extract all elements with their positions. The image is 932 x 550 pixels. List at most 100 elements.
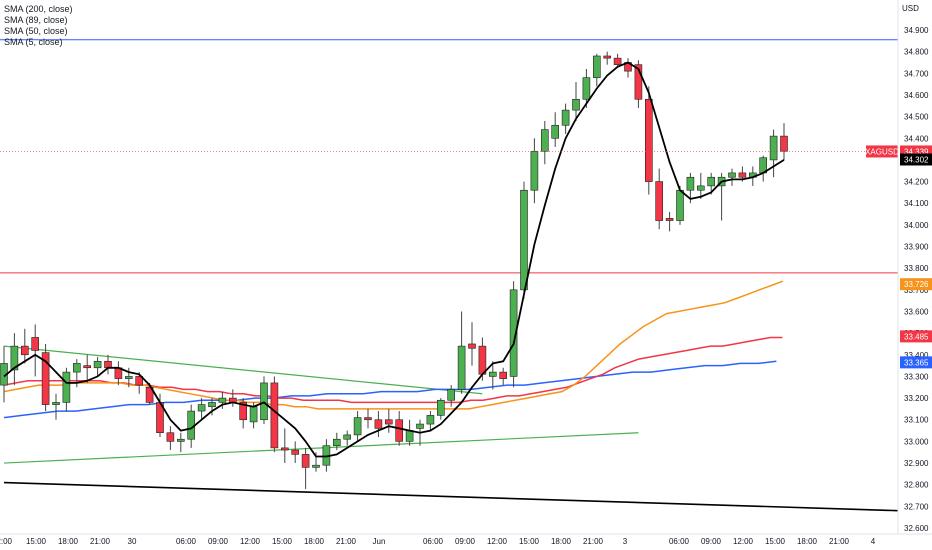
candle-body [780,135,788,152]
candle-body [93,360,102,369]
time-tick-label: 18:00 [304,537,325,546]
price-tick-label: 34.600 [904,91,929,100]
plot-area[interactable]: XAGUSD [0,39,899,512]
price-axis-tag-label: 34.302 [904,155,929,164]
price-axis-tag [900,278,932,291]
candle-body [488,371,497,377]
time-tick-label: 06:00 [176,537,197,546]
price-tick-label: 34.800 [904,48,929,57]
candle-body [613,57,622,65]
trend-line [3,345,483,395]
price-tick-label: 33.600 [904,307,929,316]
candle-body [769,135,778,161]
price-tick-label: 32.800 [904,481,929,490]
candle-body [592,55,601,78]
time-tick-label: 15:00 [272,537,293,546]
candle-body [551,124,560,139]
price-axis[interactable]: 34.900 34.800 34.700 34.600 34.500 34.400 34.3… [897,0,932,534]
price-tick-label: 34.700 [904,69,929,78]
time-tick-label: 12:00 [487,537,508,546]
time-tick-label: 15:00 [519,537,540,546]
price-axis-tag [900,330,932,343]
candle-body [405,430,414,442]
time-tick-label: 18:00 [58,537,79,546]
sma-200-line [3,360,777,419]
price-tick-label: 33.900 [904,243,929,252]
candle-body [426,415,435,425]
candle-body [374,419,383,429]
time-tick-label: 12:00 [733,537,754,546]
time-tick-label: 21:00 [336,537,357,546]
price-tick-label: 32.900 [904,459,929,468]
candle-body [62,371,71,403]
candle-body [177,438,185,442]
candle-body [52,402,60,405]
candle-body [603,55,612,59]
time-tick-label: 15:00 [26,537,47,546]
legend-sma-89[interactable]: SMA (89, close) [4,15,68,25]
time-tick-label: 21:00 [90,537,111,546]
candle-body [634,64,643,100]
candle-body [145,386,154,403]
time-tick-label: 09:00 [455,537,476,546]
candle-body [291,449,300,455]
candle-body [125,376,133,379]
currency-label[interactable]: USD [902,4,919,13]
price-axis-tag-label: 33.485 [904,332,929,341]
time-tick-label: 18:00 [551,537,572,546]
time-tick-label: 21:00 [829,537,850,546]
candle-body [520,189,528,291]
candle-body [312,464,320,468]
sma-5-line [3,61,785,458]
candle-body [395,419,404,442]
candle-body [644,98,653,182]
time-tick-label: 09:00 [701,537,722,546]
price-tick-label: 34.000 [904,221,929,230]
price-tick-label: 34.900 [904,26,929,35]
indicator-legend: SMA (200, close) SMA (89, close) SMA (50… [4,4,73,48]
sma-50-line [3,280,784,410]
trend-line [3,481,899,512]
candle-body [31,337,40,351]
candle-body [561,109,570,126]
candle-body [436,399,445,416]
candle-body [280,447,289,451]
candle-body [499,371,508,379]
candle-body [478,345,487,375]
candle-body [447,389,456,401]
candle-body [696,185,705,191]
candle-body [104,360,112,369]
candle-body [41,352,50,405]
candle-body [83,365,91,369]
time-tick-label: 12:00 [0,537,13,546]
candle-body [301,454,310,468]
time-tick-label: 4 [871,537,876,546]
candle-body [197,404,206,412]
candle-body [582,77,591,100]
candle-body [530,150,539,191]
candle-body [73,363,81,373]
candle-body [249,406,258,423]
candle-body [10,345,19,371]
candle-body [218,397,227,403]
candle-body [457,345,466,390]
legend-sma-200[interactable]: SMA (200, close) [4,4,73,14]
trend-line [3,432,639,464]
time-tick-label: 18:00 [797,537,818,546]
price-tick-label: 32.600 [904,524,929,533]
candle-body [655,181,664,221]
price-tick-label: 33.100 [904,416,929,425]
time-axis[interactable]: 12:00 15:00 18:00 21:00 30 06:00 09:00 12:00 15:… [0,533,932,546]
candle-body [135,376,143,386]
candle-body [707,176,716,187]
price-tick-label: 34.500 [904,113,929,122]
price-axis-tag-label: 34.339 [904,147,929,156]
time-tick-label: 06:00 [669,537,690,546]
candle-body [509,289,518,377]
legend-sma-5[interactable]: SMA (5, close) [4,37,63,47]
legend-sma-50[interactable]: SMA (50, close) [4,26,68,36]
candle-body [208,402,216,408]
symbol-price-tag [866,145,898,158]
price-tick-label: 32.700 [904,502,929,511]
